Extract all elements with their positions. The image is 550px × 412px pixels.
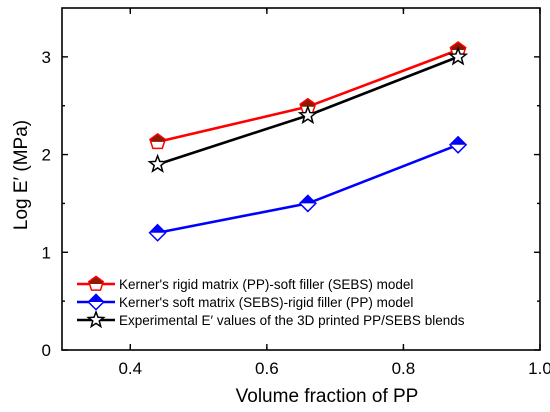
y-axis-title: Log E′ (MPa) — [11, 120, 32, 230]
marker-fill-half — [300, 98, 316, 107]
star-marker-shape — [297, 104, 318, 125]
marker-fill-half — [450, 42, 466, 51]
marker-fill-half — [88, 276, 104, 285]
marker-outline — [448, 135, 468, 154]
legend-marker-1 — [87, 275, 105, 291]
legend: Kerner's rigid matrix (PP)-soft filler (… — [77, 275, 465, 329]
data-point-series-3 — [447, 46, 469, 66]
marker-fill-half — [299, 195, 316, 204]
data-point-series-2 — [148, 223, 167, 242]
marker-fill-half — [450, 136, 467, 145]
legend-marker-3 — [86, 309, 106, 329]
axis-ticks — [62, 8, 541, 351]
legend-label-1: Kerner's rigid matrix (PP)-soft filler (… — [119, 277, 413, 292]
star-marker-shape — [447, 46, 469, 66]
plot-border — [61, 7, 541, 351]
x-tick-label: 0.4 — [118, 359, 142, 378]
marker-outline — [149, 132, 167, 150]
legend-marker-2 — [87, 293, 105, 311]
x-tick-label: 1.0 — [528, 359, 550, 378]
star-marker-shape — [86, 309, 106, 329]
marker-fill-half — [88, 294, 104, 303]
y-tick-label: 0 — [42, 341, 51, 360]
series-line-1 — [157, 48, 459, 144]
x-tick-label: 0.8 — [392, 359, 416, 378]
marker-outline — [298, 194, 317, 213]
marker-outline — [87, 293, 105, 311]
series-markers — [147, 41, 469, 242]
y-tick-label: 1 — [42, 243, 51, 262]
star-marker-shape — [147, 153, 168, 173]
marker-outline — [87, 275, 105, 291]
plot-frame — [61, 7, 541, 351]
data-point-series-1 — [149, 132, 167, 150]
data-point-series-2 — [298, 194, 317, 213]
data-point-series-3 — [297, 104, 318, 125]
axis-tick-labels: 0.4 0.6 0.8 1.0 0 1 2 3 — [42, 48, 550, 378]
y-tick-label: 2 — [42, 146, 51, 165]
marker-fill-half — [149, 224, 166, 233]
data-point-series-3 — [147, 153, 168, 173]
x-axis-title: Volume fraction of PP — [236, 386, 419, 407]
x-tick-label: 0.6 — [255, 359, 279, 378]
data-point-series-2 — [448, 135, 468, 154]
y-tick-label: 3 — [42, 48, 51, 67]
series-line-2 — [157, 143, 459, 235]
legend-label-2: Kerner's soft matrix (SEBS)-rigid filler… — [119, 295, 413, 310]
legend-label-3: Experimental E′ values of the 3D printed… — [119, 313, 465, 328]
marker-outline — [148, 223, 167, 242]
marker-fill-half — [149, 133, 166, 142]
